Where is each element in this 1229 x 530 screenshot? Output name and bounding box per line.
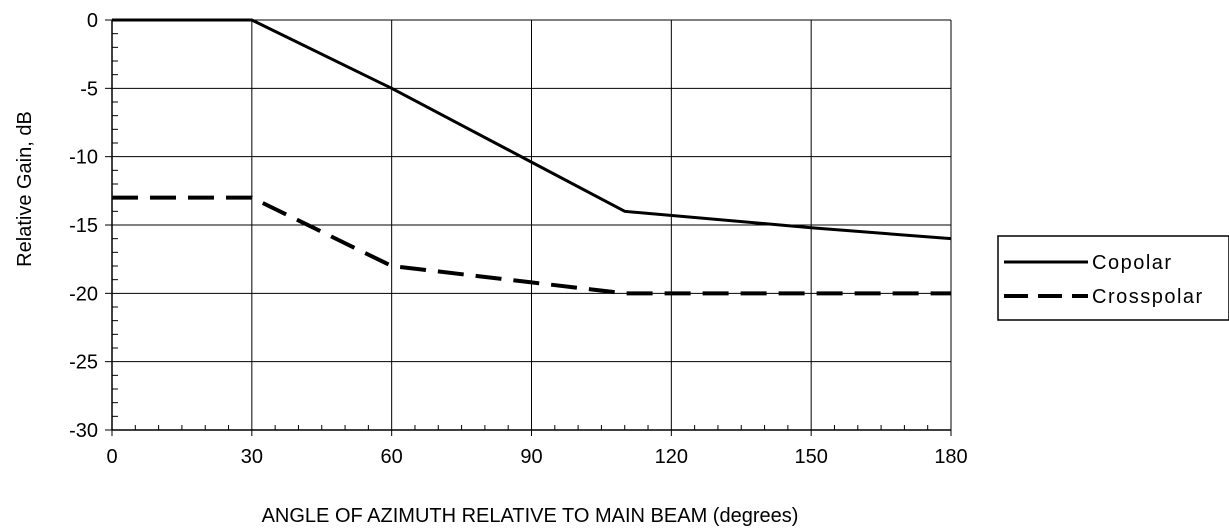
series [112, 18, 952, 296]
x-tick-label: 180 [934, 446, 967, 468]
y-tick-label: -25 [69, 352, 98, 374]
legend-label-copolar: Copolar [1092, 252, 1173, 274]
y-tick-label: -20 [69, 283, 98, 305]
y-tick-label: -5 [80, 78, 98, 100]
x-tick-label: 0 [106, 446, 117, 468]
legend-label-crosspolar: Crosspolar [1092, 286, 1204, 308]
x-tick-label: 60 [381, 446, 403, 468]
y-tick-labels: 0 -5 -10 -15 -20 -25 -30 [69, 10, 98, 442]
y-axis-title: Relative Gain, dB [14, 111, 36, 267]
y-tick-label: 0 [87, 10, 98, 32]
axes [111, 20, 951, 431]
x-tick-labels: 0 30 60 90 120 150 180 [106, 446, 967, 468]
x-tick-label: 90 [520, 446, 542, 468]
x-tick-label: 30 [241, 446, 263, 468]
y-axis-minor-ticks [105, 19, 952, 436]
series-line-crosspolar [112, 195, 951, 296]
x-axis-title: ANGLE OF AZIMUTH RELATIVE TO MAIN BEAM (… [262, 505, 799, 527]
y-tick-label: -10 [69, 147, 98, 169]
grid [112, 19, 952, 430]
y-tick-label: -30 [69, 420, 98, 442]
y-tick-label: -15 [69, 215, 98, 237]
series-line-copolar [112, 18, 952, 241]
legend-box [997, 235, 1229, 321]
legend: Copolar Crosspolar [997, 235, 1229, 321]
x-tick-label: 150 [794, 446, 827, 468]
x-tick-label: 120 [655, 446, 688, 468]
